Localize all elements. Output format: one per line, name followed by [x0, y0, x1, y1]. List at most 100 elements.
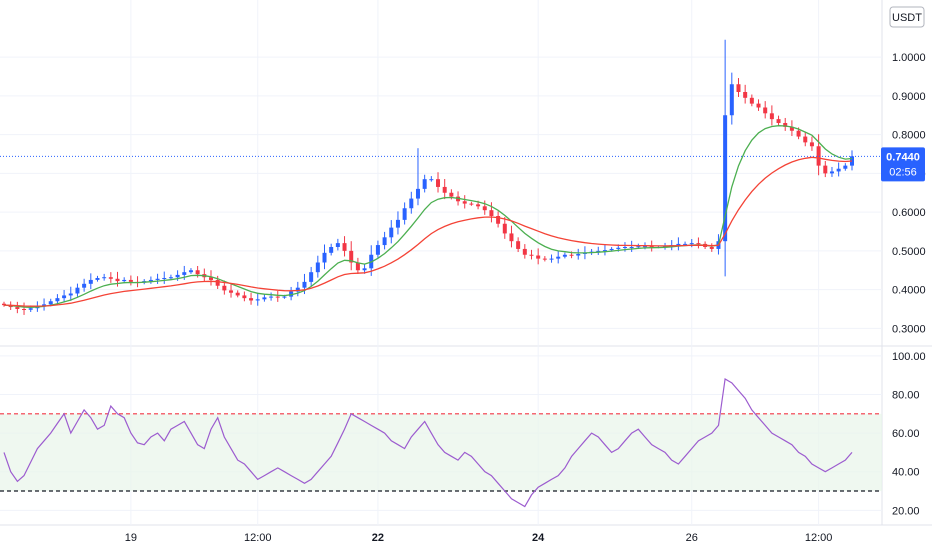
candle	[95, 275, 100, 282]
candle	[709, 243, 714, 252]
candle	[188, 268, 193, 274]
candle	[729, 72, 734, 125]
candle	[776, 115, 781, 126]
candle	[542, 256, 547, 262]
candle	[342, 236, 347, 257]
candle	[108, 272, 113, 283]
candle	[409, 191, 414, 214]
candle	[629, 240, 634, 252]
candle	[355, 257, 360, 274]
candle	[489, 202, 494, 223]
candle	[415, 148, 420, 206]
candle	[75, 283, 80, 297]
ema-slow-line	[3, 156, 853, 307]
rsi-band	[0, 413, 882, 492]
candle	[255, 292, 260, 306]
candle	[482, 200, 487, 215]
candle	[155, 273, 160, 284]
candle	[262, 294, 267, 302]
candle	[469, 201, 474, 206]
candle	[829, 166, 834, 177]
candle	[843, 163, 848, 171]
candle	[602, 244, 607, 256]
candle	[743, 84, 748, 104]
price-tick-label: 0.3000	[892, 323, 926, 335]
candle	[382, 231, 387, 250]
candle	[723, 39, 728, 277]
candle	[162, 271, 167, 284]
candle	[696, 237, 701, 249]
rsi-band-fill	[0, 413, 882, 492]
candle	[809, 136, 814, 151]
candle	[763, 101, 768, 119]
candle	[235, 290, 240, 298]
candle	[322, 244, 327, 270]
candle	[102, 273, 107, 281]
candle	[516, 237, 521, 253]
candle	[82, 278, 87, 292]
candle	[15, 301, 20, 314]
candle	[789, 120, 794, 137]
candle	[55, 294, 60, 305]
candle	[1, 301, 7, 307]
candle	[536, 248, 541, 265]
candle	[522, 244, 527, 259]
candle	[462, 195, 467, 209]
candle	[562, 252, 567, 259]
candle	[349, 241, 354, 271]
candle	[429, 176, 434, 182]
time-tick-label: 24	[532, 532, 545, 544]
price-tick-label: 0.6000	[892, 207, 926, 219]
candle	[62, 289, 67, 303]
candles	[1, 39, 855, 315]
time-tick-label: 26	[686, 532, 698, 544]
candle	[509, 225, 514, 248]
rsi-line-layer	[3, 378, 853, 508]
last-price-badge: 0.7440 02:56	[881, 147, 925, 182]
currency-label: USDT	[892, 12, 922, 24]
last-price-value: 0.7440	[886, 151, 920, 163]
rsi-tick-label: 80.00	[892, 389, 920, 401]
candle	[335, 238, 340, 251]
candle	[42, 298, 47, 311]
candle	[229, 284, 234, 298]
price-tick-label: 1.0000	[892, 52, 926, 64]
candle	[309, 266, 314, 287]
candle	[315, 255, 320, 278]
candle	[736, 78, 741, 97]
candle	[375, 240, 380, 259]
candle	[816, 134, 821, 176]
time-tick-label: 19	[125, 532, 137, 544]
candle	[823, 160, 828, 178]
rsi-tick-label: 20.00	[892, 505, 920, 517]
candle	[676, 237, 681, 251]
candle	[436, 172, 441, 193]
candle	[148, 276, 153, 284]
candle	[576, 248, 581, 260]
candle	[422, 174, 427, 193]
candle	[289, 286, 294, 301]
candle	[208, 270, 213, 286]
candle	[242, 291, 247, 302]
time-tick-label: 12:00	[805, 532, 833, 544]
candle	[88, 273, 93, 290]
time-tick-label: 22	[372, 532, 384, 544]
candle	[249, 292, 254, 305]
currency-badge[interactable]: USDT	[889, 6, 925, 28]
candle	[749, 94, 754, 107]
candle	[115, 271, 120, 287]
price-axis[interactable]: 1.00000.90000.80000.70000.60000.50000.40…	[892, 52, 926, 517]
price-tick-label: 0.4000	[892, 285, 926, 297]
candle	[529, 249, 534, 260]
candle	[128, 275, 133, 286]
candle	[389, 220, 394, 244]
rsi-tick-label: 100.00	[892, 351, 926, 363]
candle	[556, 250, 561, 264]
candle	[442, 178, 447, 200]
candle	[783, 117, 788, 131]
candle	[22, 302, 27, 315]
price-tick-label: 0.8000	[892, 130, 926, 142]
candle	[756, 99, 761, 111]
